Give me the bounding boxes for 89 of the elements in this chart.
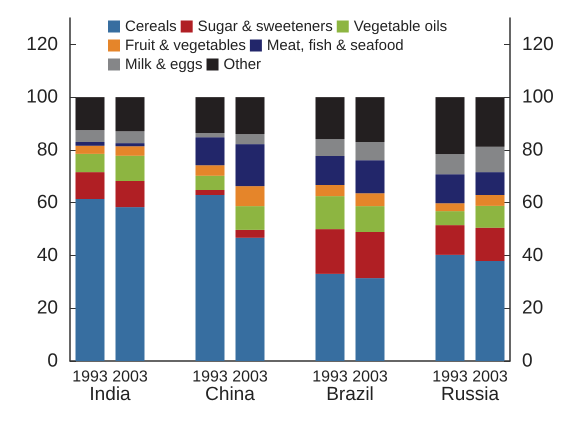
bar: [196, 165, 224, 176]
bar: [356, 97, 384, 142]
x-tick-label: 2003: [352, 368, 388, 386]
bar: [476, 206, 504, 228]
x-tick-label: 2003: [232, 368, 268, 386]
bar: [236, 134, 264, 144]
bar: [116, 97, 144, 132]
y2-tick-label: 60: [522, 192, 544, 214]
bar: [356, 232, 384, 278]
y2-tick-label: 20: [522, 298, 544, 319]
bar: [316, 156, 344, 186]
bar: [356, 160, 384, 194]
bar: [196, 97, 224, 134]
y-tick-label: 80: [36, 139, 58, 160]
bar: [116, 146, 144, 156]
bar: [356, 142, 384, 160]
bar: [436, 225, 464, 255]
bar: [236, 238, 264, 361]
bar: [116, 156, 144, 182]
bar: [116, 181, 144, 208]
bar: [76, 146, 104, 154]
bar: [236, 144, 264, 186]
bar: [76, 172, 104, 199]
y-tick-label: 120: [26, 34, 58, 55]
bar: [76, 142, 104, 146]
y2-tick-label: 120: [522, 34, 554, 55]
bar: [196, 176, 224, 190]
y2-tick-label: 0: [522, 350, 533, 372]
bar: [436, 211, 464, 226]
bar: [116, 207, 144, 361]
bar: [76, 97, 104, 130]
bar: [476, 228, 504, 261]
bar: [476, 146, 504, 172]
bar: [196, 137, 224, 166]
legend-label: Other: [224, 56, 262, 73]
legend-label: Meat, fish & seafood: [266, 37, 404, 54]
legend-label: Fruit & vegetables: [125, 37, 246, 54]
text: Russia: [440, 384, 500, 405]
y2-tick-label: 80: [522, 139, 544, 160]
bar: [316, 185, 344, 196]
y-tick-label: 0: [47, 350, 58, 372]
bar: [436, 97, 464, 154]
bar: [436, 254, 464, 361]
bar: [76, 130, 104, 142]
y-tick-label: 40: [36, 244, 58, 266]
y-tick-label: 100: [26, 86, 58, 108]
text: India: [89, 384, 132, 405]
y2-tick-label: 40: [522, 244, 544, 266]
bar: [436, 154, 464, 174]
x-tick-label: 1993: [192, 368, 228, 386]
y-tick-label: 60: [36, 192, 58, 214]
bar: [196, 195, 224, 361]
bar: [356, 206, 384, 232]
bar: [356, 193, 384, 206]
bar: [356, 278, 384, 361]
bar: [476, 97, 504, 147]
x-tick-label: 2003: [112, 368, 148, 386]
bar: [316, 139, 344, 156]
bar: [196, 190, 224, 196]
y2-tick-label: 100: [522, 86, 554, 108]
text: China: [205, 384, 256, 405]
bar: [76, 154, 104, 172]
legend-label: Milk & eggs: [125, 56, 203, 73]
text: Brazil: [326, 384, 374, 405]
bar: [476, 261, 504, 361]
bar: [316, 229, 344, 274]
bar: [476, 195, 504, 206]
bar: [236, 230, 264, 238]
bar: [116, 143, 144, 146]
bar: [316, 97, 344, 140]
x-tick-label: 1993: [312, 368, 348, 386]
bar: [236, 186, 264, 206]
legend-label: Vegetable oils: [354, 18, 448, 35]
bar: [236, 97, 264, 134]
bar: [316, 196, 344, 230]
legend-label: Cereals: [125, 18, 177, 35]
y-tick-label: 20: [36, 298, 58, 319]
bar: [316, 274, 344, 361]
bar: [436, 174, 464, 204]
bar: [196, 133, 224, 138]
x-tick-label: 1993: [432, 368, 468, 386]
bar: [76, 199, 104, 361]
bar: [236, 206, 264, 230]
legend-label: Sugar & sweeteners: [198, 18, 333, 35]
bar: [436, 203, 464, 212]
bar: [476, 172, 504, 196]
x-tick-label: 2003: [472, 368, 508, 386]
bar: [116, 131, 144, 144]
x-tick-label: 1993: [72, 368, 108, 386]
